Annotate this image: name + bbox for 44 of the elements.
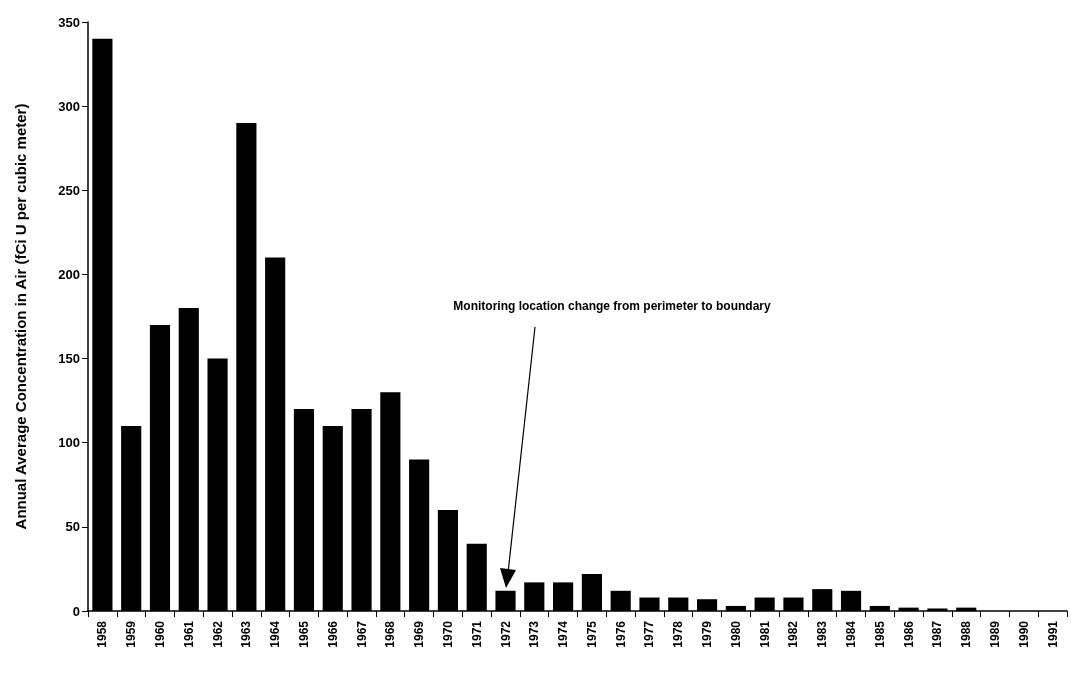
x-tick-label: 1980 — [728, 620, 743, 648]
x-tick-label: 1962 — [210, 620, 225, 648]
x-tick-label: 1975 — [584, 620, 599, 648]
x-tick-label: 1961 — [181, 620, 196, 648]
y-tick-label: 50 — [65, 519, 80, 535]
x-tick-label: 1977 — [642, 620, 657, 648]
y-tick-label: 150 — [58, 351, 80, 367]
y-axis-title: Annual Average Concentration in Air (fCi U per cubic meter) — [12, 103, 29, 530]
y-tick-label: 250 — [58, 182, 80, 198]
x-tick-label: 1976 — [613, 620, 628, 648]
x-tick-label: 1982 — [786, 620, 801, 648]
x-tick-label: 1983 — [815, 620, 830, 648]
x-tick-label: 1959 — [124, 620, 139, 648]
x-tick-label: 1969 — [412, 620, 427, 648]
y-tick-label: 0 — [72, 603, 80, 619]
x-tick-label: 1967 — [354, 620, 369, 648]
x-tick-label: 1989 — [988, 620, 1003, 648]
y-tick-label: 300 — [58, 98, 80, 114]
x-tick-label: 1965 — [296, 620, 311, 648]
x-tick-label: 1960 — [152, 620, 167, 648]
x-tick-label: 1968 — [383, 620, 398, 648]
x-tick-label: 1985 — [872, 620, 887, 648]
x-tick-label: 1958 — [95, 620, 110, 648]
y-tick-label: 200 — [58, 266, 80, 282]
x-tick-label: 1988 — [959, 620, 974, 648]
x-tick-label: 1991 — [1045, 620, 1060, 648]
x-tick-label: 1981 — [757, 620, 772, 648]
y-tick-label: 100 — [58, 435, 80, 451]
x-tick-label: 1972 — [498, 620, 513, 648]
x-tick-label: 1979 — [700, 620, 715, 648]
x-tick-label: 1973 — [527, 620, 542, 648]
x-tick-label: 1966 — [325, 620, 340, 648]
x-tick-label: 1970 — [440, 620, 455, 648]
x-tick-label: 1986 — [901, 620, 916, 648]
x-tick-label: 1964 — [268, 620, 283, 648]
x-tick-label: 1963 — [239, 620, 254, 648]
y-tick-label: 350 — [58, 14, 80, 30]
x-tick-label: 1974 — [556, 620, 571, 648]
x-tick-label: 1987 — [930, 620, 945, 648]
x-tick-label: 1990 — [1016, 620, 1031, 648]
annotation: Monitoring location change from perimeter to boundary — [453, 299, 771, 313]
x-tick-label: 1984 — [844, 620, 859, 648]
x-tick-label: 1971 — [469, 620, 484, 648]
x-tick-label: 1978 — [671, 620, 686, 648]
